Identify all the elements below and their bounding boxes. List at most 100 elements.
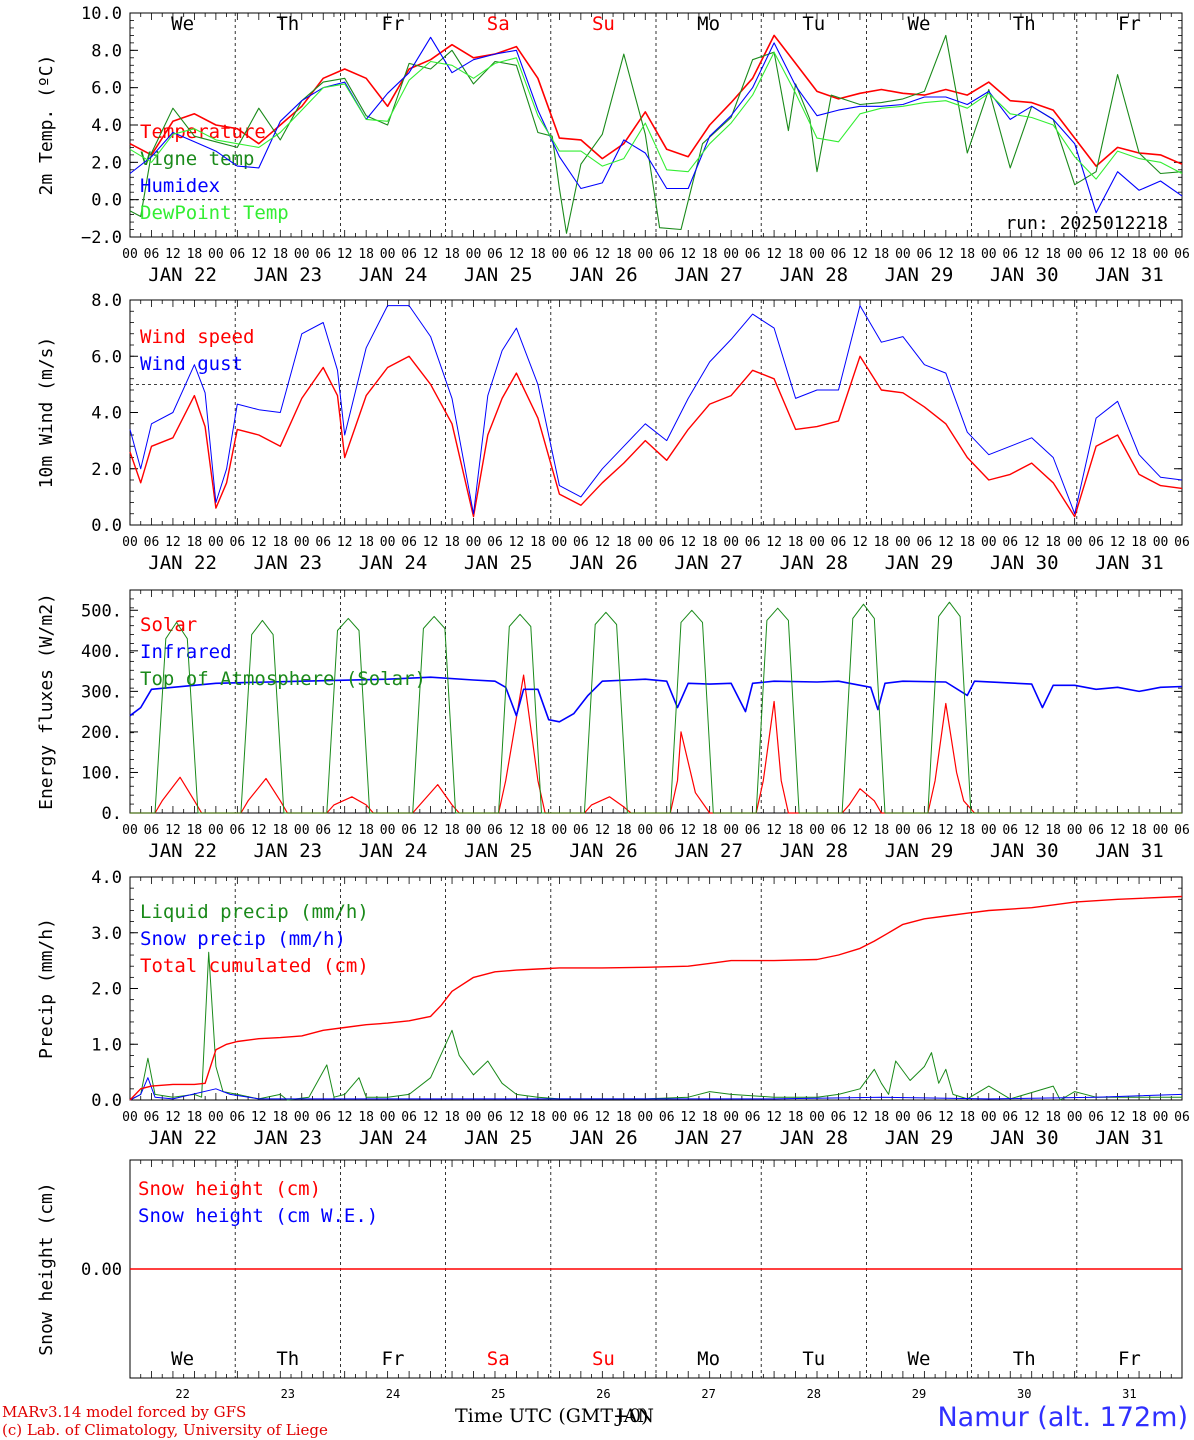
time-axis-overlay: JAN [616, 1405, 654, 1427]
hour-tick-label: 12 [852, 247, 868, 262]
day-number-label: 24 [386, 1387, 400, 1401]
hour-tick-label: 00 [895, 247, 911, 262]
hour-tick-label: 00 [294, 1110, 310, 1125]
y-tick-label: 6.0 [91, 347, 122, 367]
weekday-label: Fr [382, 1348, 405, 1370]
legend-entry: Wind speed [140, 326, 254, 348]
hour-tick-label: 18 [187, 535, 203, 550]
hour-tick-label: 06 [573, 247, 589, 262]
hour-tick-label: 18 [358, 247, 374, 262]
hour-tick-label: 18 [959, 247, 975, 262]
day-number-label: 31 [1122, 1387, 1136, 1401]
y-tick-label: 2.0 [91, 980, 122, 1000]
date-label: JAN 25 [464, 840, 533, 862]
hour-tick-label: 06 [1174, 535, 1190, 550]
hour-tick-label: 00 [380, 247, 396, 262]
hour-tick-label: 06 [315, 1110, 331, 1125]
date-label: JAN 26 [569, 840, 638, 862]
hour-tick-label: 00 [637, 535, 653, 550]
y-tick-label: 2.0 [91, 460, 122, 480]
legend-entry: Snow height (cm) [138, 1178, 321, 1200]
hour-tick-label: 12 [680, 1110, 696, 1125]
hour-tick-label: 18 [187, 1110, 203, 1125]
hour-tick-label: 06 [144, 535, 160, 550]
date-label: JAN 30 [990, 1127, 1059, 1149]
hour-tick-label: 18 [1045, 247, 1061, 262]
legend-entry: Wind gust [140, 353, 243, 375]
hour-tick-label: 12 [1024, 1110, 1040, 1125]
hour-tick-label: 12 [337, 823, 353, 838]
hour-tick-label: 18 [616, 535, 632, 550]
hour-tick-label: 06 [1174, 1110, 1190, 1125]
hour-tick-label: 18 [616, 1110, 632, 1125]
legend-entry: Humidex [140, 175, 220, 197]
hour-tick-label: 06 [230, 1110, 246, 1125]
date-label: JAN 22 [148, 264, 217, 286]
y-tick-label: 6.0 [91, 79, 122, 99]
hour-tick-label: 00 [122, 535, 138, 550]
hour-tick-label: 12 [852, 1110, 868, 1125]
y-tick-label: 400. [81, 642, 122, 662]
hour-tick-label: 18 [444, 247, 460, 262]
hour-tick-label: 06 [1174, 247, 1190, 262]
weekday-label: Tu [802, 1348, 825, 1370]
series-line-total-cumulated-cm- [129, 895, 1183, 1101]
hour-tick-label: 06 [144, 823, 160, 838]
hour-tick-label: 06 [315, 247, 331, 262]
hour-tick-label: 18 [1131, 1110, 1147, 1125]
hour-tick-label: 12 [1110, 247, 1126, 262]
hour-tick-label: 18 [272, 823, 288, 838]
hour-tick-label: 12 [251, 247, 267, 262]
hour-tick-label: 06 [487, 1110, 503, 1125]
date-label: JAN 25 [464, 264, 533, 286]
hour-tick-label: 12 [251, 823, 267, 838]
weekday-label: Th [1013, 1348, 1036, 1370]
hour-tick-label: 06 [917, 823, 933, 838]
series-line-humidex [129, 36, 1183, 214]
hour-tick-label: 12 [1110, 1110, 1126, 1125]
hour-tick-label: 18 [444, 535, 460, 550]
hour-tick-label: 00 [380, 535, 396, 550]
legend-entry: Snow precip (mm/h) [140, 928, 346, 950]
y-tick-label: 10.0 [81, 4, 122, 24]
hour-tick-label: 06 [487, 823, 503, 838]
date-label: JAN 22 [148, 1127, 217, 1149]
hour-tick-label: 12 [594, 247, 610, 262]
hour-tick-label: 00 [1153, 247, 1169, 262]
hour-tick-label: 12 [680, 535, 696, 550]
weekday-label: We [908, 13, 931, 35]
hour-tick-label: 18 [702, 535, 718, 550]
hour-tick-label: 12 [165, 247, 181, 262]
weekday-label: Sa [487, 1348, 510, 1370]
date-label: JAN 22 [148, 840, 217, 862]
hour-tick-label: 12 [1024, 535, 1040, 550]
y-axis-label: Snow height (cm) [36, 1182, 57, 1355]
hour-tick-label: 12 [594, 1110, 610, 1125]
date-label: JAN 27 [674, 552, 743, 574]
hour-tick-label: 18 [187, 247, 203, 262]
legend-entry: Infrared [140, 641, 232, 663]
date-label: JAN 23 [253, 552, 322, 574]
date-label: JAN 23 [253, 840, 322, 862]
y-axis-label: 2m Temp. (ºC) [36, 55, 57, 196]
hour-tick-label: 12 [766, 247, 782, 262]
date-label: JAN 28 [779, 264, 848, 286]
hour-tick-label: 18 [959, 1110, 975, 1125]
y-tick-label: 8.0 [91, 41, 122, 61]
hour-tick-label: 00 [208, 535, 224, 550]
hour-tick-label: 12 [423, 1110, 439, 1125]
weekday-label: Mo [697, 1348, 720, 1370]
series-line-snow-precip-mm-h- [129, 1077, 1183, 1101]
hour-tick-label: 00 [1153, 535, 1169, 550]
hour-tick-label: 18 [358, 823, 374, 838]
hour-tick-label: 18 [1131, 823, 1147, 838]
hour-tick-label: 00 [208, 1110, 224, 1125]
hour-tick-label: 00 [466, 535, 482, 550]
hour-tick-label: 12 [165, 535, 181, 550]
date-label: JAN 29 [885, 1127, 954, 1149]
hour-tick-label: 06 [1174, 823, 1190, 838]
y-tick-label: 3.0 [91, 924, 122, 944]
weekday-label: Su [592, 1348, 615, 1370]
legend-entry: Vigne temp [140, 148, 254, 170]
y-tick-label: 0.0 [91, 516, 122, 536]
